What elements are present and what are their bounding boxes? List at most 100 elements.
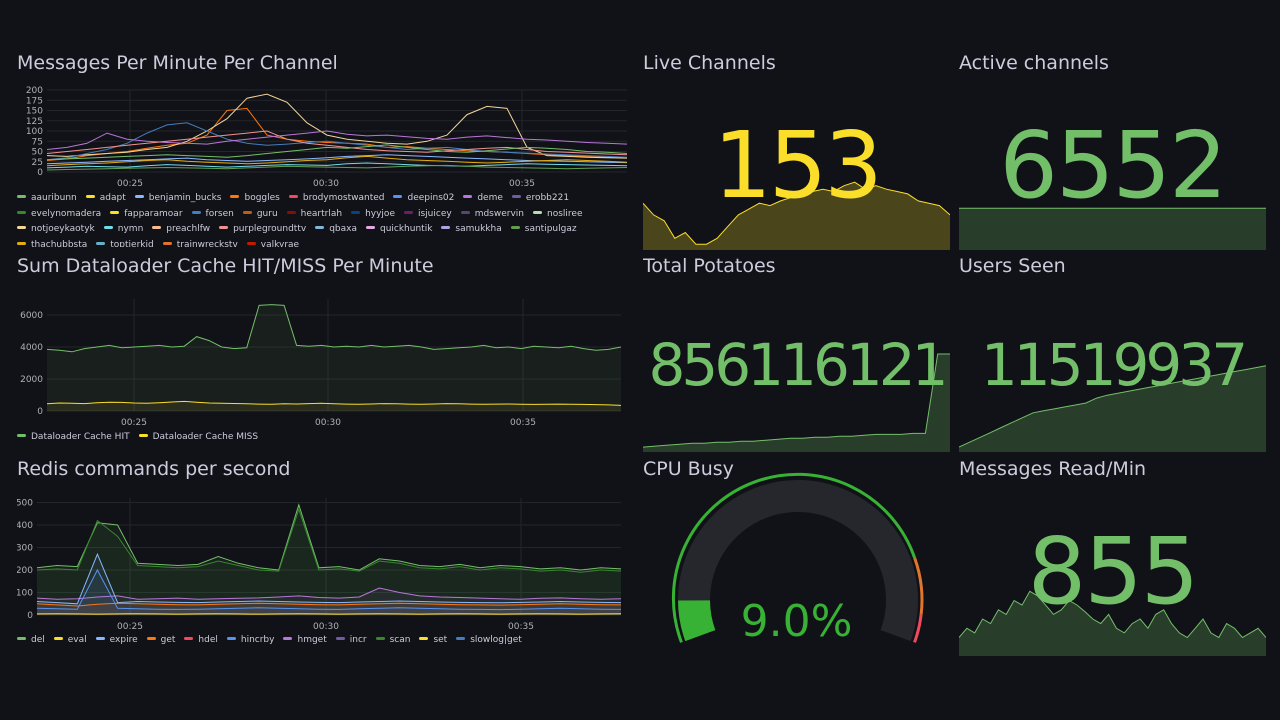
- legend-item[interactable]: deepins02: [393, 191, 454, 207]
- legend-item[interactable]: purplegroundttv: [219, 222, 306, 238]
- legend-item[interactable]: benjamin_bucks: [134, 191, 222, 207]
- legend-item[interactable]: scan: [375, 633, 410, 649]
- legend-label: set: [433, 635, 448, 645]
- legend-label: purplegroundttv: [233, 224, 307, 234]
- legend-swatch: [456, 637, 466, 640]
- legend-item[interactable]: hmget: [283, 633, 327, 649]
- series-line: [46, 93, 628, 159]
- legend-label: erobb221: [525, 193, 570, 203]
- legend-item[interactable]: guru: [242, 207, 278, 223]
- messages-read-panel: Messages Read/Min 855: [959, 458, 1266, 658]
- legend-item[interactable]: heartrlah: [286, 207, 342, 223]
- legend-item[interactable]: erobb221: [511, 191, 570, 207]
- legend-item[interactable]: Dataloader Cache MISS: [138, 430, 258, 446]
- legend-item[interactable]: hyyjoe: [351, 207, 395, 223]
- panel-title: Sum Dataloader Cache HIT/MISS Per Minute: [17, 255, 434, 277]
- legend-item[interactable]: boggles: [230, 191, 280, 207]
- legend-item[interactable]: trainwreckstv: [162, 238, 238, 247]
- legend-label: quickhuntik: [379, 224, 433, 234]
- legend-swatch: [365, 226, 375, 229]
- y-tick-label: 400: [17, 521, 33, 531]
- sparkline-line: [959, 590, 1266, 639]
- x-tick-label: 00:25: [117, 179, 143, 189]
- series-line: [46, 154, 628, 165]
- legend-label: aauribunn: [31, 193, 77, 203]
- legend-label: toptierkid: [110, 239, 154, 248]
- series-line: [36, 503, 622, 571]
- legend-label: hmget: [297, 635, 327, 645]
- legend-item[interactable]: qbaxa: [315, 222, 357, 238]
- legend-item[interactable]: eval: [53, 633, 87, 649]
- legend-item[interactable]: mdswervin: [460, 207, 525, 223]
- x-tick-label: 00:35: [508, 622, 534, 632]
- legend-item[interactable]: adapt: [85, 191, 126, 207]
- legend-item[interactable]: nosliree: [533, 207, 583, 223]
- legend-swatch: [152, 226, 162, 229]
- legend-label: hincrby: [240, 635, 275, 645]
- y-tick-label: 75: [32, 137, 43, 147]
- legend-item[interactable]: valkyrae: [246, 238, 299, 247]
- live-channels-value: 153: [713, 112, 883, 219]
- y-tick-label: 4000: [20, 343, 43, 353]
- y-tick-label: 2000: [20, 375, 43, 385]
- live-channels-panel: Live Channels 153: [643, 52, 950, 250]
- panel-title: Live Channels: [643, 52, 776, 74]
- legend-label: fapparamoar: [124, 208, 183, 219]
- legend-item[interactable]: incr: [335, 633, 367, 649]
- legend-item[interactable]: get: [146, 633, 175, 649]
- y-tick-label: 125: [26, 117, 43, 127]
- legend-swatch: [375, 637, 385, 640]
- legend-item[interactable]: set: [419, 633, 447, 649]
- legend-item[interactable]: nymn: [103, 222, 144, 238]
- legend-item[interactable]: notjoeykaotyk: [17, 222, 95, 238]
- panel-title: Messages Per Minute Per Channel: [17, 52, 338, 74]
- series-area: [37, 588, 621, 615]
- legend-item[interactable]: evelynomadera: [17, 207, 101, 223]
- legend-label: benjamin_bucks: [148, 193, 222, 203]
- legend-item[interactable]: expire: [95, 633, 138, 649]
- legend-swatch: [510, 226, 520, 229]
- panel-title: Active channels: [959, 52, 1109, 74]
- legend-item[interactable]: hdel: [184, 633, 218, 649]
- y-tick-label: 200: [26, 86, 43, 96]
- legend-swatch: [219, 226, 229, 229]
- y-tick-label: 0: [37, 407, 43, 417]
- legend-item[interactable]: santipulgaz: [510, 222, 577, 238]
- legend-label: adapt: [99, 193, 126, 203]
- legend-label: hdel: [198, 635, 218, 645]
- legend-item[interactable]: quickhuntik: [365, 222, 433, 238]
- legend-item[interactable]: isjuicey: [403, 207, 452, 223]
- messages-read-value: 855: [1027, 518, 1200, 625]
- legend-swatch: [138, 434, 148, 437]
- legend-item[interactable]: preachlfw: [152, 222, 210, 238]
- panel-title: Total Potatoes: [643, 255, 776, 277]
- legend-item[interactable]: Dataloader Cache HIT: [17, 430, 130, 446]
- gauge-fill: [678, 599, 716, 642]
- redis-panel: Redis commands per second 500 400 300 200 10…: [17, 458, 637, 658]
- panel-title: Users Seen: [959, 255, 1066, 277]
- legend-item[interactable]: slowlog|get: [456, 633, 522, 649]
- legend-item[interactable]: del: [17, 633, 45, 649]
- y-tick-label: 100: [17, 589, 33, 599]
- active-channels-value: 6552: [999, 112, 1227, 219]
- legend-item[interactable]: deme: [463, 191, 503, 207]
- legend-item[interactable]: forsen: [191, 207, 234, 223]
- legend-item[interactable]: hincrby: [226, 633, 275, 649]
- legend-label: nymn: [117, 224, 144, 234]
- legend-item[interactable]: fapparamoar: [110, 207, 183, 223]
- legend-label: mdswervin: [474, 208, 525, 219]
- series-line: [46, 130, 628, 156]
- legend-swatch: [283, 637, 293, 640]
- legend-item[interactable]: aauribunn: [17, 191, 77, 207]
- series-area: [47, 401, 621, 411]
- legend-label: del: [31, 635, 45, 645]
- legend-item[interactable]: thachubbsta: [17, 238, 87, 247]
- legend-swatch: [393, 195, 403, 198]
- series-line: [36, 507, 622, 573]
- legend-label: expire: [109, 635, 138, 645]
- legend-item[interactable]: toptierkid: [96, 238, 154, 248]
- legend-label: nosliree: [547, 208, 583, 219]
- live-channels-sparkline: [643, 181, 950, 250]
- legend-item[interactable]: samukkha: [441, 222, 502, 238]
- legend-item[interactable]: brodymostwanted: [288, 191, 384, 207]
